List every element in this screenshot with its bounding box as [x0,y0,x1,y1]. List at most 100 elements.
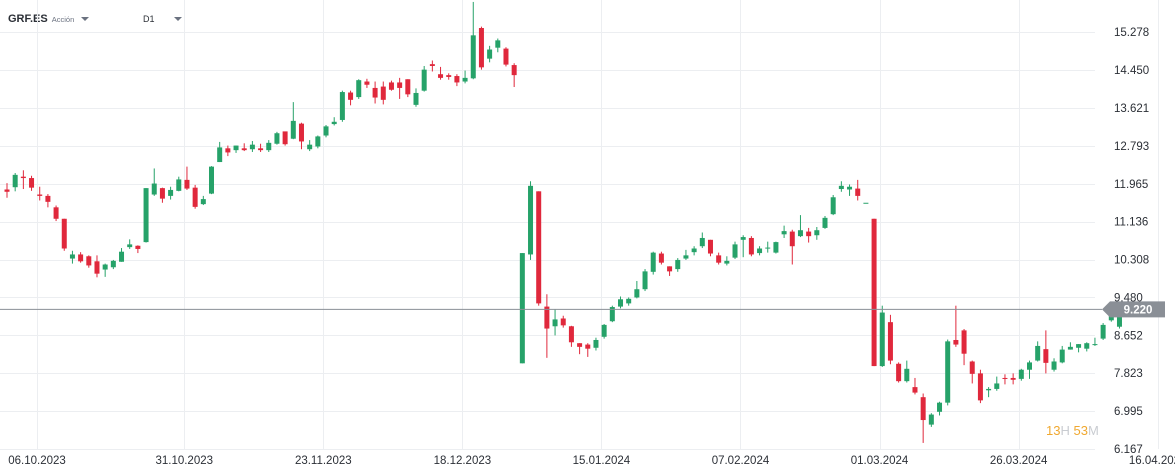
candle-body [1076,344,1082,348]
candle [356,79,362,99]
candle-body [593,339,599,348]
candle [233,145,239,153]
candle [838,181,844,192]
symbol-dropdown-caret-icon[interactable] [81,17,90,21]
candle [102,263,108,277]
candle [1084,342,1090,352]
candle [650,251,656,275]
candle-body [986,388,992,391]
candle-body [552,319,558,327]
candle [618,296,623,309]
timeframe-selector[interactable]: D1 [143,10,182,28]
candle [348,90,354,106]
candle-body [413,92,419,105]
candle [765,241,771,253]
candle-body [446,75,452,77]
candle [716,252,722,265]
candle [413,88,419,107]
candle-body [1067,346,1073,350]
candle [438,66,444,80]
asset-type-label: Acción [51,14,75,24]
candle-body [577,343,583,347]
candle [961,329,967,366]
candle-body [732,244,738,258]
candle [1067,342,1073,350]
candle-body [1035,345,1041,361]
candle [560,315,566,328]
candle-body [855,188,861,196]
candle-body [61,218,67,249]
candle-body [609,307,615,322]
candle-body [4,189,10,192]
candle [249,141,255,152]
candle [462,70,468,84]
candle [29,175,35,191]
candle [323,124,329,138]
candle-body [339,92,345,120]
candle [806,227,812,243]
candle-body [225,148,231,153]
candle [217,141,223,163]
candle-body [53,207,59,219]
candle-body [127,244,133,248]
candle-body [871,218,877,367]
candle [1018,368,1024,381]
candle-body [765,247,771,249]
candle-body [830,197,836,215]
candle-body [511,65,517,76]
candle [732,241,738,260]
candle-body [1084,343,1090,349]
candle-body [307,144,313,150]
candle [822,216,828,229]
candle-body [282,131,288,145]
candle [814,227,820,240]
candle [585,343,591,357]
candle [176,176,182,192]
candle [953,305,959,347]
candle-body [241,148,247,151]
candle [781,225,787,238]
candle-body [454,76,460,83]
candle-body [405,79,411,95]
candle [184,166,190,190]
candle-body [356,80,362,98]
candle [110,259,116,270]
candle-body [151,183,157,195]
candle [388,80,394,91]
candle [986,387,992,398]
candle [282,131,288,146]
candle-body [94,261,100,274]
y-axis: 15.278 14.450 13.621 12.793 11.965 11.136 10.3… [1114,27,1149,456]
candle [1059,345,1065,364]
candle [209,166,214,195]
candle [225,145,231,157]
candle [159,187,165,203]
candle [429,60,435,72]
candle-body [45,195,51,202]
candle [307,140,313,152]
candle-body [1059,349,1065,363]
candle [1051,358,1057,372]
candle [315,135,321,149]
price-label-bg [1102,301,1165,318]
current-price-line: 9.220 [0,301,1165,318]
candle-body [168,189,174,196]
candle [544,294,550,358]
candle [1002,374,1008,385]
candle-body [724,260,730,264]
candle [830,194,836,216]
timeframe-dropdown-caret-icon[interactable] [173,17,182,21]
candle [740,235,746,258]
candle-body [994,383,1000,389]
y-tick-label: 8.652 [1114,330,1143,342]
candle-body [912,387,918,393]
candle [511,63,517,88]
candle-body [421,69,427,91]
candle-body [110,260,116,268]
candle-body [462,77,468,82]
candle-body [143,188,149,243]
candle-body [969,361,975,374]
candle [855,179,861,201]
candle-body [1002,377,1008,379]
